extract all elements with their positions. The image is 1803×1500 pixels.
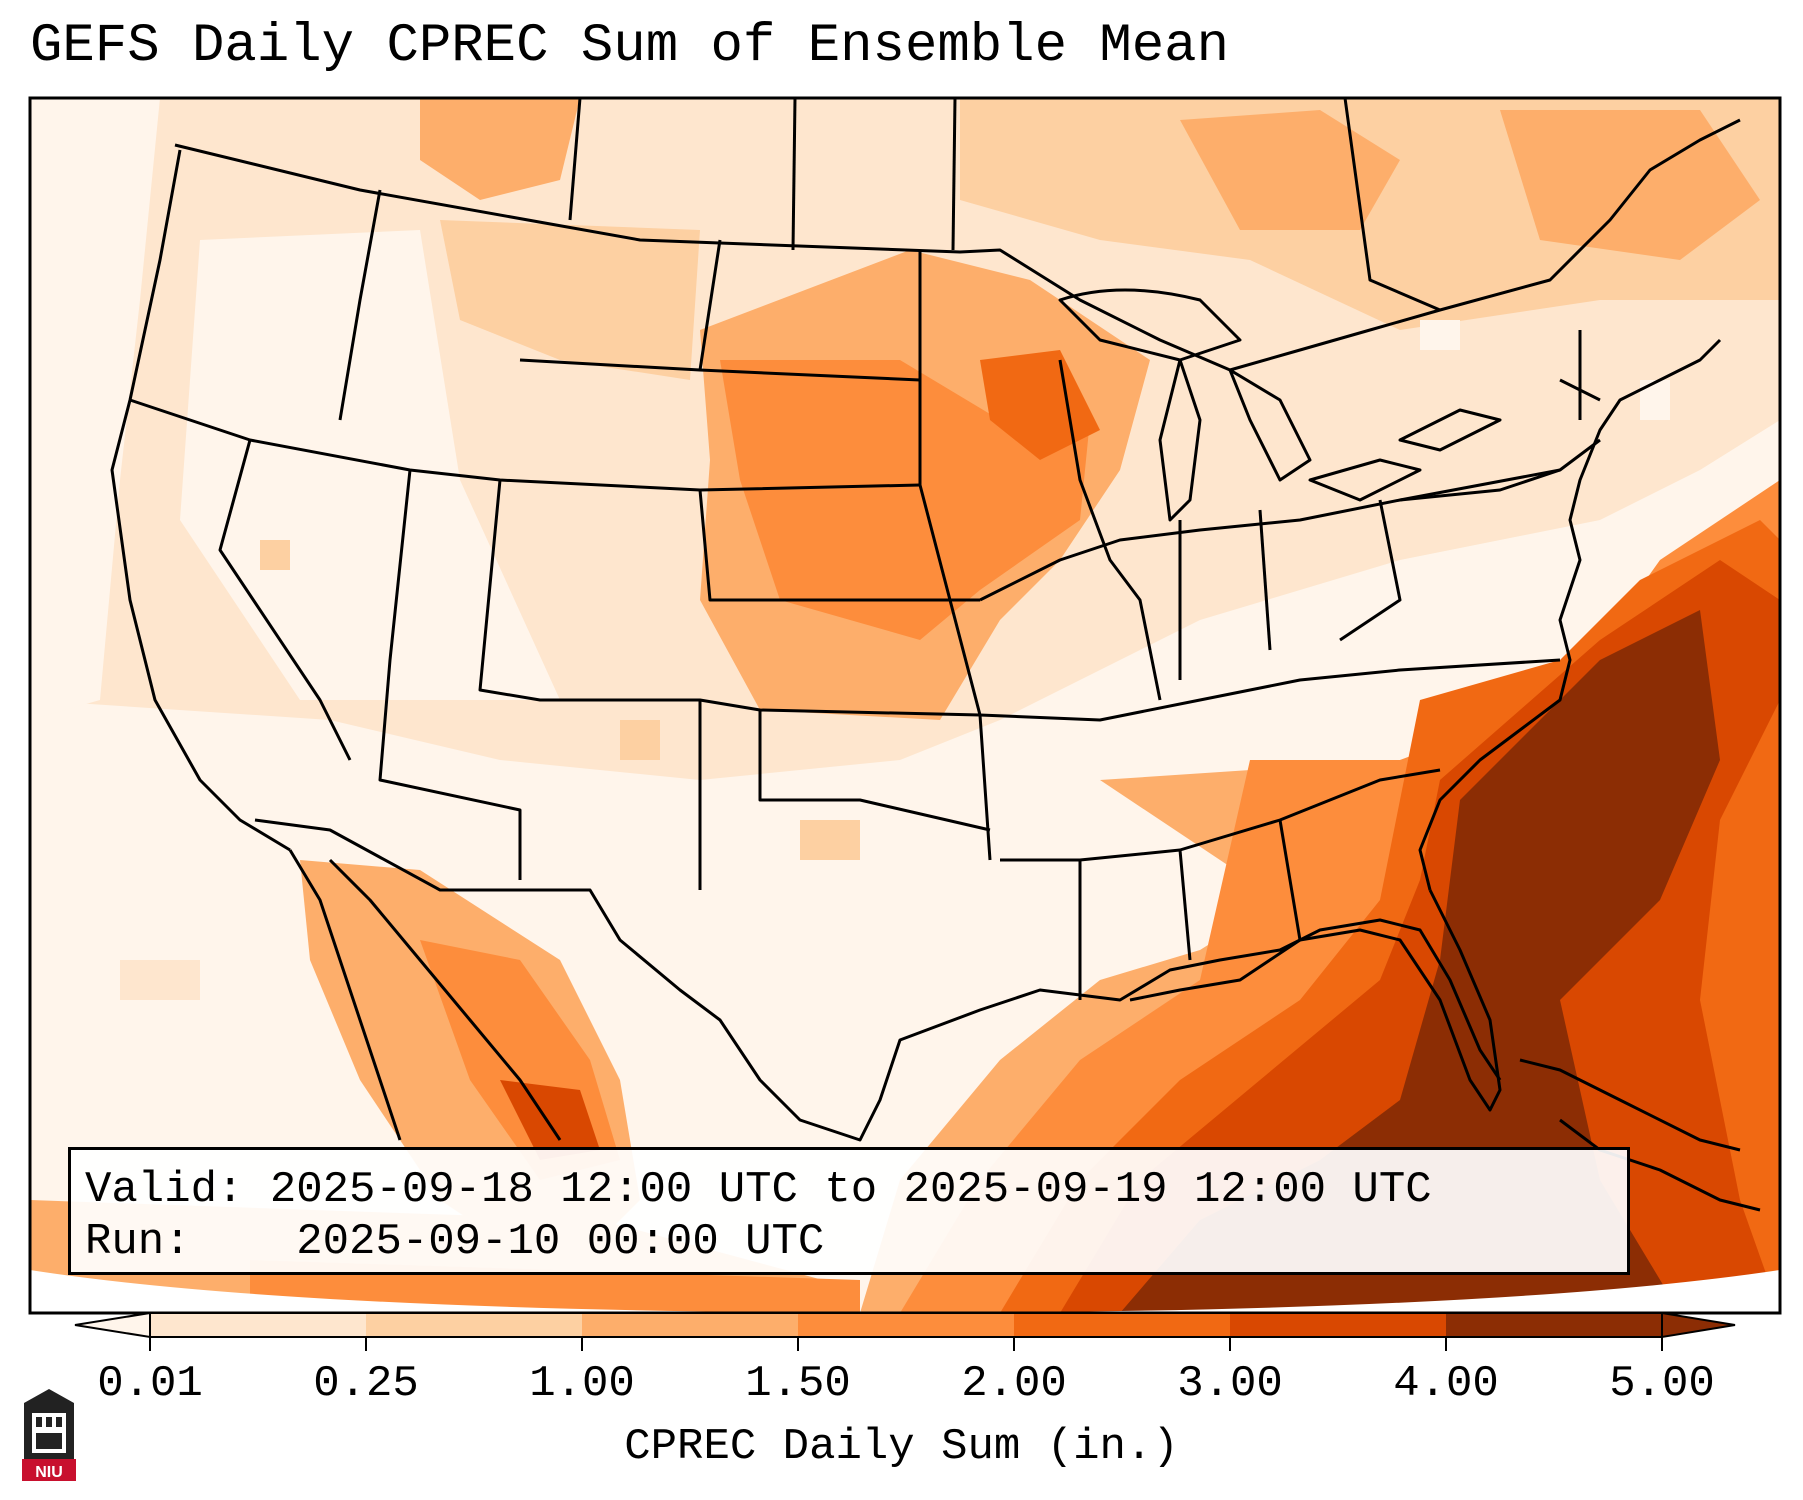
colorbar-extend-max <box>1661 1311 1736 1339</box>
colorbar-segment <box>798 1313 1015 1337</box>
colorbar-tick-label: 0.01 <box>97 1359 203 1409</box>
colorbar-segment <box>150 1313 367 1337</box>
colorbar-tick-label: 5.00 <box>1609 1359 1715 1409</box>
colorbar-segment <box>1446 1313 1663 1337</box>
colorbar-extend-min <box>74 1311 151 1339</box>
valid-label: Valid: <box>85 1165 244 1215</box>
colorbar-tick-label: 4.00 <box>1393 1359 1499 1409</box>
niu-university-logo: NIU <box>22 1389 76 1481</box>
map-title: GEFS Daily CPREC Sum of Ensemble Mean <box>30 16 1229 77</box>
colorbar-tick-label: 1.50 <box>745 1359 851 1409</box>
colorbar-label: CPREC Daily Sum (in.) <box>624 1422 1179 1472</box>
colorbar-segment <box>1014 1313 1231 1337</box>
colorbar <box>74 1311 1736 1351</box>
colorbar-segment <box>582 1313 799 1337</box>
colorbar-tick-label: 1.00 <box>529 1359 635 1409</box>
colorbar-outline <box>149 1312 1663 1338</box>
valid-value: 2025-09-18 12:00 UTC to 2025-09-19 12:00… <box>269 1165 1432 1215</box>
run-value: 2025-09-10 00:00 UTC <box>296 1217 825 1267</box>
colorbar-tick-label: 2.00 <box>961 1359 1067 1409</box>
colorbar-segment <box>1230 1313 1447 1337</box>
colorbar-tick-label: 3.00 <box>1177 1359 1283 1409</box>
state-boundaries <box>110 97 1761 1212</box>
run-label: Run: <box>85 1217 191 1267</box>
info-box: Valid: 2025-09-18 12:00 UTC to 2025-09-1… <box>68 1147 1630 1275</box>
niu-logo-text: NIU <box>35 1464 63 1481</box>
colorbar-tick-label: 0.25 <box>313 1359 419 1409</box>
colorbar-segment <box>366 1313 583 1337</box>
precip-field <box>30 98 1780 1313</box>
